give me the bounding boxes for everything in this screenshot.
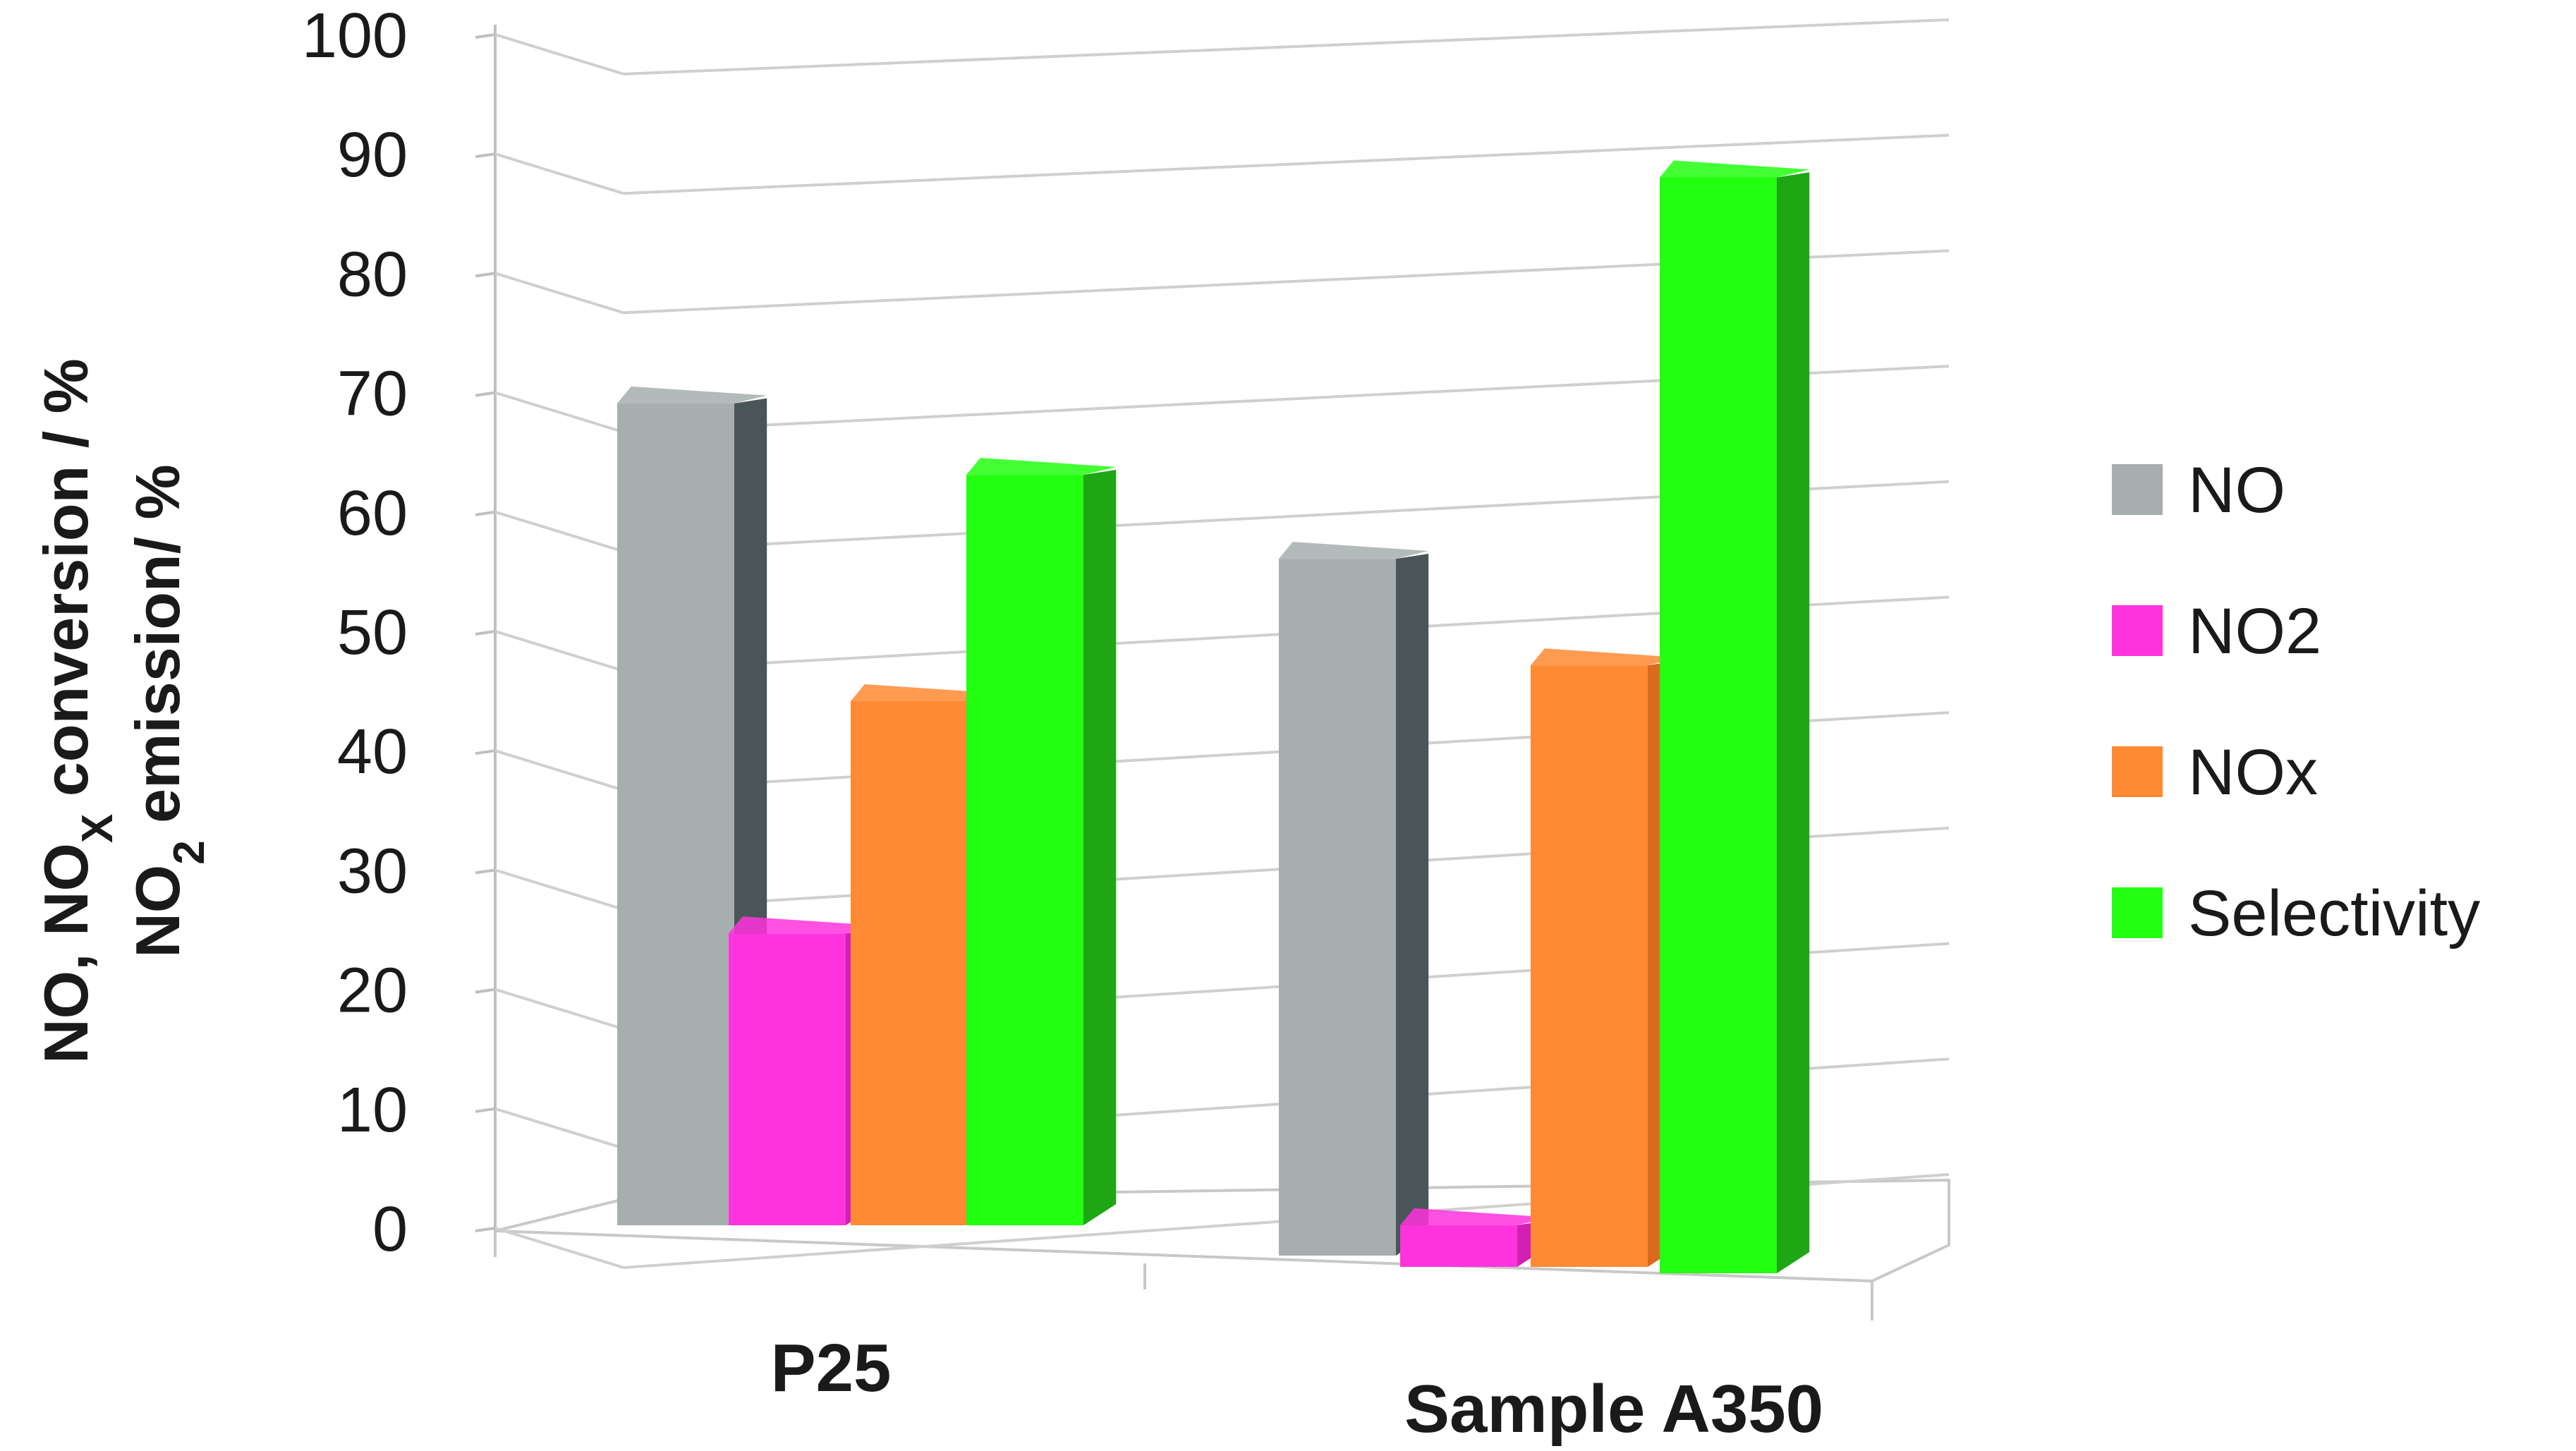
bar-top: [1660, 160, 1810, 178]
legend-swatch: [2112, 605, 2163, 656]
y-axis-title: NO, NOX conversion / %NO2 emission/ %: [31, 358, 214, 1064]
gridline: [494, 630, 624, 672]
y-tick-label: 60: [337, 478, 408, 549]
legend-swatch: [2112, 887, 2163, 938]
bar-side: [1083, 469, 1117, 1225]
gridline: [494, 868, 624, 911]
legend-swatch: [2112, 746, 2163, 797]
y-tick-mark: [475, 988, 496, 994]
gridline: [494, 33, 624, 75]
legend: NO NO2 NOx Selectivity: [2112, 454, 2480, 949]
bar-top: [617, 386, 767, 403]
bar-front: [1400, 1225, 1517, 1267]
legend-item-no2: NO2: [2112, 595, 2321, 667]
bar-front: [966, 475, 1083, 1226]
bar-top: [1400, 1208, 1550, 1225]
bar-side: [1396, 553, 1429, 1256]
y-tick-mark: [475, 630, 496, 636]
legend-item-no: NO: [2112, 454, 2285, 526]
bar-top: [966, 458, 1117, 475]
gridline: [623, 18, 1950, 75]
category-label-p25: P25: [771, 1330, 892, 1406]
y-tick-label: 40: [337, 717, 408, 787]
category-label-sample-a350: Sample A350: [1404, 1371, 1823, 1447]
y-tick-mark: [475, 510, 496, 516]
subscript: 2: [165, 840, 214, 864]
title-text: emission/ %: [123, 464, 193, 840]
gridline: [494, 152, 624, 195]
legend-label: NOx: [2188, 736, 2318, 808]
bar-side: [1777, 172, 1810, 1273]
bar-sample-a350-nox: [1531, 648, 1681, 1267]
gridline: [494, 749, 624, 792]
gridline: [494, 1107, 624, 1150]
legend-item-nox: NOx: [2112, 736, 2318, 808]
category-labels: P25 Sample A350: [771, 1330, 1823, 1447]
bar-front: [729, 933, 846, 1225]
bar-top: [1531, 648, 1681, 666]
y-tick-label: 100: [302, 1, 408, 71]
y-tick-label: 70: [337, 359, 408, 430]
y-tick-mark: [475, 272, 496, 278]
gridline: [494, 510, 624, 553]
floor-outline: [494, 1178, 1950, 1283]
title-text: NO, NO: [31, 843, 101, 1064]
gridline: [494, 272, 624, 315]
legend-label: NO2: [2188, 595, 2321, 667]
y-tick-label: 90: [337, 120, 408, 190]
bar-p25-selectivity: [966, 458, 1117, 1226]
bar-sample-a350-no2: [1400, 1208, 1550, 1267]
bar-front: [851, 701, 968, 1225]
y-tick-mark: [475, 868, 496, 875]
y-tick-mark: [475, 1107, 496, 1113]
gridline: [494, 1227, 624, 1269]
y-tick-mark: [475, 152, 496, 159]
legend-swatch: [2112, 464, 2163, 515]
y-tick-label: 30: [337, 836, 408, 906]
bar-sample-a350-selectivity: [1660, 160, 1810, 1274]
legend-item-selectivity: Selectivity: [2112, 878, 2480, 949]
y-tick-label: 10: [337, 1075, 408, 1146]
bar-top: [851, 684, 1001, 702]
subscript: X: [73, 814, 122, 843]
y-tick-mark: [475, 33, 496, 39]
y-tick-label: 0: [372, 1194, 408, 1265]
bars: [617, 160, 1810, 1274]
y-axis-title-line: NO2 emission/ %: [123, 464, 214, 958]
y-tick-label: 50: [337, 597, 408, 668]
gridline: [623, 133, 1950, 195]
bar-front: [1531, 665, 1648, 1267]
bar-front: [1660, 177, 1777, 1274]
gridline: [494, 391, 624, 434]
bar-top: [1279, 542, 1429, 559]
y-tick-mark: [475, 1227, 496, 1232]
legend-label: NO: [2188, 454, 2285, 526]
y-axis-title-line: NO, NOX conversion / %: [31, 358, 122, 1064]
y-tick-mark: [475, 749, 496, 755]
bar-front: [617, 403, 734, 1225]
y-tick-label: 20: [337, 956, 408, 1026]
y-tick-labels: 0 10 20 30 40 50 60 70 80 90 100: [302, 1, 408, 1265]
title-text: NO: [123, 865, 193, 958]
legend-label: Selectivity: [2188, 878, 2480, 949]
bar-front: [1279, 559, 1396, 1256]
title-text: conversion / %: [31, 358, 101, 814]
bar-sample-a350-no: [1279, 542, 1429, 1256]
gridline: [494, 988, 624, 1031]
y-tick-label: 80: [337, 239, 408, 310]
bar-top: [729, 916, 879, 934]
y-tick-mark: [475, 391, 496, 397]
